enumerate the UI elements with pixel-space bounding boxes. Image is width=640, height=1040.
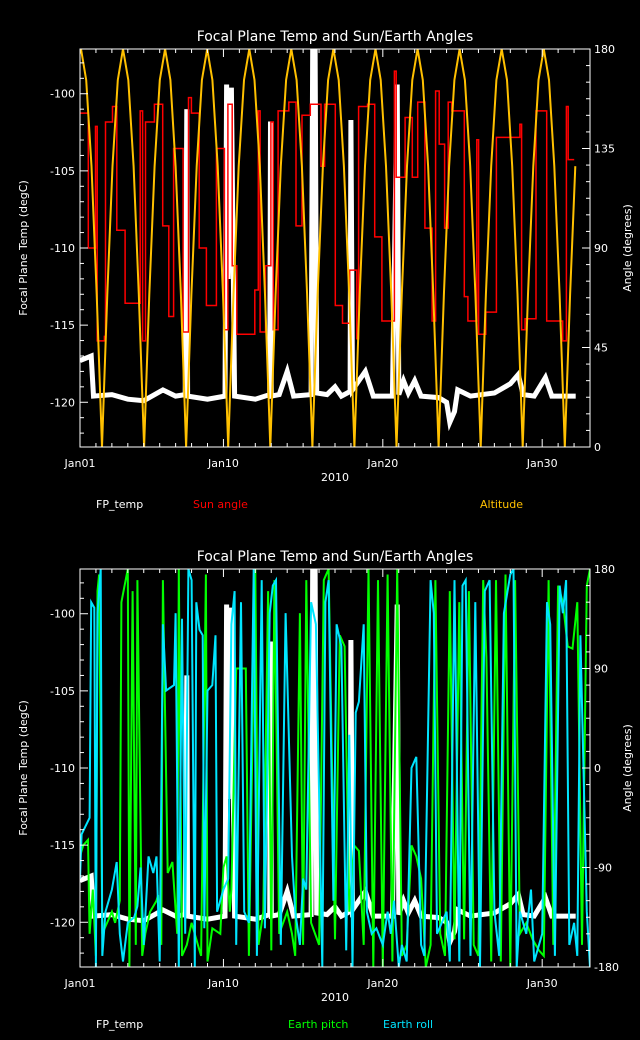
x-tick-label: Jan20 xyxy=(366,977,398,990)
y-axis-label: Focal Plane Temp (degC) xyxy=(17,180,30,315)
y-right-tick-label: 90 xyxy=(594,242,608,255)
x-axis-label: 2010 xyxy=(321,471,349,484)
y-tick-label: -115 xyxy=(50,319,75,332)
chart-title: Focal Plane Temp and Sun/Earth Angles xyxy=(197,549,474,565)
x-tick-label: Jan20 xyxy=(366,457,398,470)
y-right-tick-label: 0 xyxy=(594,762,601,775)
legend-entry-altitude: Altitude xyxy=(480,498,523,511)
series-line-sun-angle xyxy=(80,70,575,342)
y-right-tick-label: 45 xyxy=(594,342,608,355)
x-tick-label: Jan30 xyxy=(526,457,558,470)
y-tick-label: -100 xyxy=(50,608,75,621)
chart-title: Focal Plane Temp and Sun/Earth Angles xyxy=(197,29,474,45)
legend-entry-earth-pitch: Earth pitch xyxy=(288,1018,348,1031)
series-group xyxy=(80,49,577,447)
legend-entry-sun-angle: Sun angle xyxy=(193,498,248,511)
x-tick-label: Jan01 xyxy=(64,457,96,470)
y-tick-label: -120 xyxy=(50,396,75,409)
y-tick-label: -110 xyxy=(50,762,75,775)
y-right-tick-label: 90 xyxy=(594,663,608,676)
series-line-earth-roll xyxy=(80,569,590,967)
y-tick-label: -100 xyxy=(50,88,75,101)
x-tick-label: Jan30 xyxy=(526,977,558,990)
y-right-tick-label: 135 xyxy=(594,143,615,156)
y-right-tick-label: -180 xyxy=(594,961,619,974)
y-tick-label: -105 xyxy=(50,165,75,178)
y-right-axis-label: Angle (degrees) xyxy=(621,724,634,812)
y-right-tick-label: 180 xyxy=(594,563,615,576)
y-right-axis-label: Angle (degrees) xyxy=(621,204,634,292)
y-tick-label: -105 xyxy=(50,685,75,698)
y-right-tick-label: 180 xyxy=(594,43,615,56)
series-line-fp-temp xyxy=(80,49,576,432)
y-right-tick-label: 0 xyxy=(594,441,601,454)
legend-entry-fp-temp: FP_temp xyxy=(96,1018,143,1031)
series-line-altitude xyxy=(80,49,577,447)
x-axis-label: 2010 xyxy=(321,991,349,1004)
x-tick-label: Jan01 xyxy=(64,977,96,990)
legend-entry-earth-roll: Earth roll xyxy=(383,1018,433,1031)
x-tick-label: Jan10 xyxy=(207,457,239,470)
legend-entry-fp-temp: FP_temp xyxy=(96,498,143,511)
y-tick-label: -120 xyxy=(50,916,75,929)
chart-panel-2: Focal Plane Temp and Sun/Earth Angles Jan… xyxy=(17,549,634,1031)
y-right-tick-label: -90 xyxy=(594,862,612,875)
y-tick-label: -115 xyxy=(50,839,75,852)
chart-panel-1: Focal Plane Temp and Sun/Earth Angles Jan… xyxy=(17,29,634,511)
x-tick-label: Jan10 xyxy=(207,977,239,990)
series-group xyxy=(80,569,590,967)
series-line-earth-pitch xyxy=(80,569,590,967)
y-tick-label: -110 xyxy=(50,242,75,255)
y-axis-label: Focal Plane Temp (degC) xyxy=(17,700,30,835)
